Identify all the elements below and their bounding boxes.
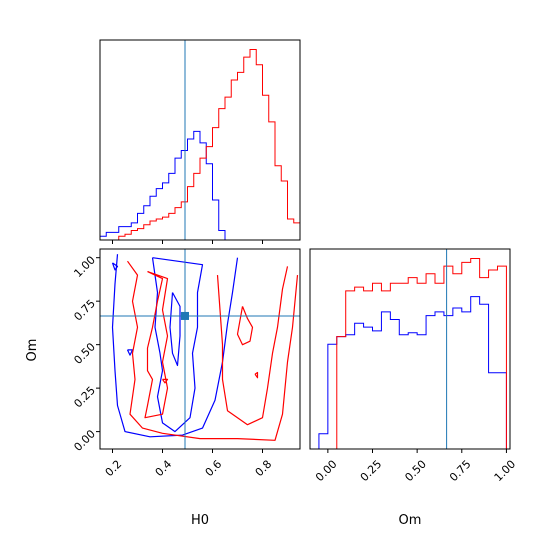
histogram-h0-panel	[99, 39, 301, 244]
contour-series-1-level-4	[254, 371, 259, 379]
contour_H0_Om-ytick-label: 0.00	[71, 427, 98, 454]
hist_Om-xtick-label: 1.00	[492, 458, 519, 485]
hist_H0-series-0-step	[100, 130, 300, 240]
contour-series-0-level-3	[111, 262, 119, 271]
x-axis-label-om: Om	[399, 513, 422, 528]
hist_H0-frame	[99, 39, 301, 241]
contour-series-1-level-1	[144, 271, 169, 419]
hist_Om-series-0-step	[318, 296, 507, 449]
contour_H0_Om-plot-area	[100, 249, 300, 449]
contour_H0_Om-ytick-label: 0.50	[71, 340, 98, 367]
hist_Om-frame	[309, 248, 511, 450]
contour_H0_Om-xtick-label: 0.6	[203, 458, 225, 480]
hist_Om-series-1-step	[318, 258, 507, 449]
hist_Om-xtick-label: 0.75	[447, 458, 474, 485]
contour_H0_Om-xtick-label: 0.4	[153, 458, 175, 480]
hist_Om-xtick-label: 0.00	[313, 458, 340, 485]
truth-marker	[181, 311, 189, 320]
contour-series-1-level-0	[127, 260, 299, 441]
contour_H0_Om-ytick-label: 1.00	[71, 253, 98, 280]
contour-series-1-level-3	[236, 306, 254, 346]
hist_Om-plot-area	[318, 249, 507, 449]
y-axis-label-om: Om	[25, 339, 40, 362]
contour_H0_Om-xtick-label: 0.8	[253, 458, 275, 480]
contour-series-1-level-2	[216, 266, 289, 426]
contour_H0_Om-xtick-label: 0.2	[103, 458, 125, 480]
contour-series-1-level-5	[162, 378, 169, 384]
contour-series-0-level-2	[169, 292, 181, 367]
contour-series-0-level-4	[126, 349, 134, 356]
contour-series-0-level-0	[111, 254, 239, 438]
contour-series-0-level-1	[151, 257, 204, 433]
contour_H0_Om-ytick-label: 0.25	[71, 384, 98, 411]
contour-h0-om-panel: 0.2 0.4 0.6 0.8 0.00 0.25 0.50 0.75 1.00	[71, 248, 301, 480]
hist_H0-plot-area	[100, 40, 300, 240]
hist_Om-xtick-label: 0.25	[358, 458, 385, 485]
contour_H0_Om-ytick-label: 0.75	[71, 297, 98, 324]
hist_Om-xtick-label: 0.50	[402, 458, 429, 485]
histogram-om-panel: 0.00 0.25 0.50 0.75 1.00	[309, 248, 519, 485]
contour_H0_Om-frame	[99, 248, 301, 450]
hist_H0-series-1-step	[100, 49, 300, 240]
x-axis-label-h0: H0	[191, 513, 209, 528]
